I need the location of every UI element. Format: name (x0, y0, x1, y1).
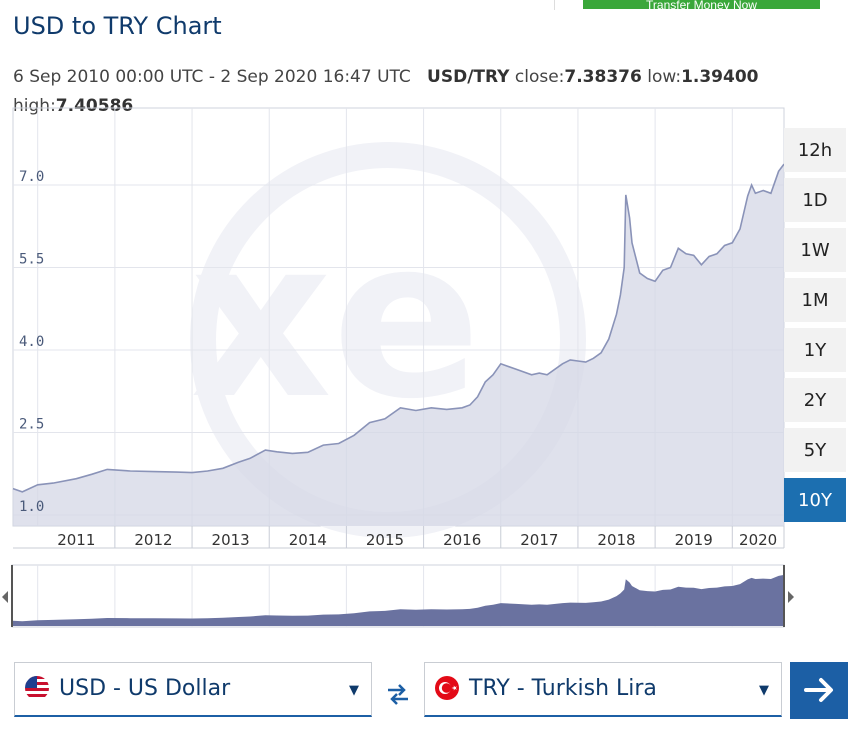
from-currency-label: USD - US Dollar (59, 676, 231, 701)
x-tick-label: 2019 (675, 531, 713, 549)
chevron-down-icon: ▼ (759, 683, 769, 698)
navigator-left-handle[interactable] (11, 565, 13, 627)
x-tick-label: 2016 (443, 531, 481, 549)
close-label: close: (514, 67, 565, 87)
chart-navigator[interactable] (0, 562, 800, 632)
chevron-down-icon: ▼ (349, 683, 359, 698)
x-tick-label: 2015 (366, 531, 404, 549)
range-button-1y[interactable]: 1Y (784, 328, 846, 372)
currency-pair: USD/TRY (427, 67, 510, 87)
tr-flag-icon (435, 676, 459, 700)
page-title: USD to TRY Chart (13, 12, 222, 40)
transfer-money-button[interactable]: Transfer Money Now (583, 0, 820, 9)
price-area (13, 164, 784, 526)
y-tick-label: 2.5 (19, 417, 44, 433)
x-tick-label: 2012 (134, 531, 172, 549)
watermark-text: xe (190, 191, 481, 447)
range-button-10y[interactable]: 10Y (784, 478, 846, 522)
x-tick-label: 2018 (597, 531, 635, 549)
range-selector: 12h 1D 1W 1M 1Y 2Y 5Y 10Y (784, 128, 846, 528)
x-tick-label: 2013 (212, 531, 250, 549)
top-divider (554, 0, 555, 10)
to-currency-select[interactable]: TRY - Turkish Lira ▼ (424, 662, 782, 717)
high-label: high: (13, 96, 56, 116)
price-line (12, 163, 785, 493)
arrow-right-icon (804, 678, 833, 702)
xe-watermark: xe (190, 142, 586, 538)
navigator-right-handle[interactable] (783, 565, 785, 627)
x-tick-label: 2017 (520, 531, 558, 549)
date-range: 6 Sep 2010 00:00 UTC - 2 Sep 2020 16:47 … (13, 67, 411, 87)
y-tick-label: 4.0 (19, 334, 44, 350)
y-tick-label: 7.0 (19, 169, 44, 185)
main-chart: xe 1.0 2.5 4.0 5.5 7.0 2011 2012 2013 2014 2015 2… (12, 107, 785, 549)
y-tick-label: 5.5 (19, 252, 44, 268)
y-tick-label: 1.0 (19, 499, 44, 515)
range-button-1m[interactable]: 1M (784, 278, 846, 322)
x-tick-label: 2014 (289, 531, 327, 549)
navigator-left-arrow-icon[interactable] (2, 591, 8, 603)
from-currency-select[interactable]: USD - US Dollar ▼ (14, 662, 372, 717)
range-button-1w[interactable]: 1W (784, 228, 846, 272)
convert-arrow-button[interactable] (790, 662, 848, 719)
us-flag-icon (25, 676, 49, 700)
range-button-2y[interactable]: 2Y (784, 378, 846, 422)
high-value: 7.40586 (55, 96, 134, 116)
navigator-area (13, 574, 784, 626)
x-tick-label: 2011 (57, 531, 95, 549)
swap-icon[interactable] (384, 680, 412, 708)
chart-info: 6 Sep 2010 00:00 UTC - 2 Sep 2020 16:47 … (13, 63, 793, 121)
close-value: 7.38376 (564, 67, 642, 87)
low-label: low: (647, 67, 682, 87)
x-tick-label: 2020 (739, 531, 777, 549)
to-currency-label: TRY - Turkish Lira (469, 676, 657, 701)
low-value: 1.39400 (681, 67, 759, 87)
range-button-1d[interactable]: 1D (784, 178, 846, 222)
range-button-12h[interactable]: 12h (784, 128, 846, 172)
navigator-right-arrow-icon[interactable] (788, 591, 794, 603)
range-button-5y[interactable]: 5Y (784, 428, 846, 472)
